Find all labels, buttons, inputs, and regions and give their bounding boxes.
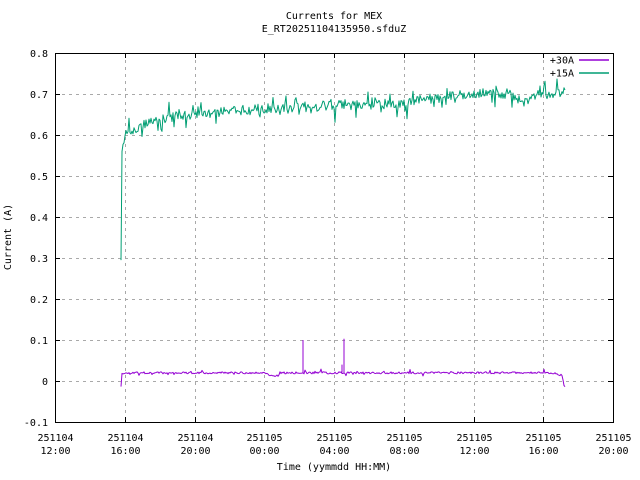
y-tick-label: 0.4 bbox=[30, 213, 48, 224]
legend-label: +15A bbox=[550, 69, 574, 80]
x-tick-label-date: 251105 bbox=[456, 433, 492, 444]
x-axis-label: Time (yymmdd HH:MM) bbox=[277, 462, 391, 473]
x-tick-label-time: 08:00 bbox=[389, 446, 419, 457]
series-line-30a bbox=[120, 338, 566, 388]
x-tick-label-date: 251105 bbox=[316, 433, 352, 444]
y-tick-label: 0.6 bbox=[30, 131, 48, 142]
x-tick-label-time: 20:00 bbox=[180, 446, 210, 457]
y-tick-label: 0.8 bbox=[30, 49, 48, 60]
chart-title: Currents for MEX bbox=[286, 11, 382, 22]
x-tick-label-time: 20:00 bbox=[598, 446, 628, 457]
y-tick-label: -0.1 bbox=[24, 418, 48, 429]
axes-border-and-ticks bbox=[55, 53, 614, 423]
legend: +30A +15A bbox=[550, 56, 609, 80]
x-tick-label-date: 251105 bbox=[386, 433, 422, 444]
legend-label: +30A bbox=[550, 56, 574, 67]
x-tick-label-time: 12:00 bbox=[40, 446, 70, 457]
x-tick-label-time: 12:00 bbox=[459, 446, 489, 457]
chart-subtitle: E_RT20251104135950.sfduZ bbox=[262, 24, 407, 35]
x-tick-label-date: 251105 bbox=[595, 433, 631, 444]
y-tick-label: 0.2 bbox=[30, 295, 48, 306]
x-tick-label-date: 251105 bbox=[525, 433, 561, 444]
tick-labels: 251104 12:00 251104 16:00 251104 20:00 251105 0… bbox=[24, 49, 632, 457]
series-line-15a bbox=[120, 78, 566, 261]
data-series bbox=[120, 78, 566, 388]
y-tick-label: 0.3 bbox=[30, 254, 48, 265]
x-tick-label-time: 04:00 bbox=[319, 446, 349, 457]
plot-border bbox=[55, 53, 614, 423]
y-tick-label: 0.5 bbox=[30, 172, 48, 183]
x-tick-label-time: 00:00 bbox=[249, 446, 279, 457]
x-tick-label-date: 251105 bbox=[246, 433, 282, 444]
y-tick-label: 0 bbox=[42, 377, 48, 388]
y-tick-label: 0.1 bbox=[30, 336, 48, 347]
y-tick-label: 0.7 bbox=[30, 90, 48, 101]
y-axis-label: Current (A) bbox=[3, 204, 14, 270]
x-tick-label-time: 16:00 bbox=[528, 446, 558, 457]
x-tick-label-time: 16:00 bbox=[110, 446, 140, 457]
x-tick-label-date: 251104 bbox=[107, 433, 143, 444]
x-tick-label-date: 251104 bbox=[37, 433, 73, 444]
x-tick-label-date: 251104 bbox=[177, 433, 213, 444]
